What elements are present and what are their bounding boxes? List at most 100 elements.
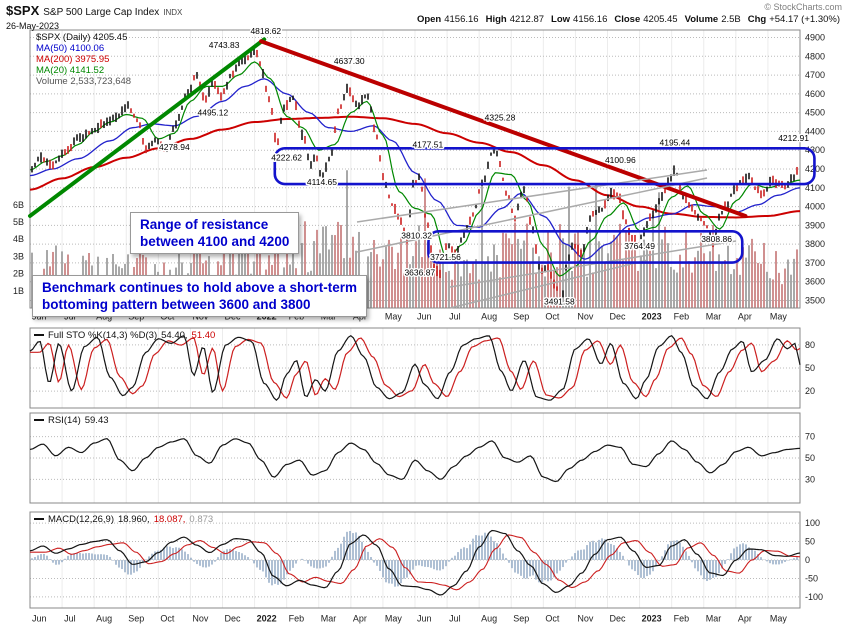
svg-text:Aug: Aug — [481, 614, 497, 624]
annotation-resistance-line2: between 4100 and 4200 — [140, 234, 290, 249]
svg-text:Jul: Jul — [449, 312, 461, 322]
svg-text:May: May — [385, 614, 403, 624]
macd-signal-value: 18.087, — [153, 514, 186, 525]
svg-text:3600: 3600 — [805, 277, 825, 287]
svg-text:50: 50 — [805, 363, 815, 373]
svg-text:Apr: Apr — [738, 312, 752, 322]
svg-text:Nov: Nov — [577, 312, 594, 322]
svg-text:2023: 2023 — [642, 614, 662, 624]
svg-text:3764.49: 3764.49 — [624, 241, 655, 251]
svg-text:Dec: Dec — [610, 312, 627, 322]
svg-text:Mar: Mar — [706, 614, 722, 624]
svg-text:4222.62: 4222.62 — [271, 152, 302, 162]
annotation-resistance: Range of resistance between 4100 and 420… — [130, 212, 300, 254]
svg-text:Jun: Jun — [417, 614, 432, 624]
svg-text:Feb: Feb — [674, 614, 690, 624]
svg-text:Dec: Dec — [225, 614, 242, 624]
quote-value: 4205.45 — [643, 14, 678, 25]
svg-text:Jul: Jul — [449, 614, 461, 624]
copyright: © StockCharts.com — [764, 2, 842, 12]
macd-legend-label: MACD(12,26,9) — [48, 514, 114, 525]
svg-text:Dec: Dec — [610, 614, 627, 624]
svg-text:3721.56: 3721.56 — [430, 252, 461, 262]
legend-ma20: MA(20) 4141.52 — [36, 65, 105, 76]
svg-text:4100: 4100 — [805, 183, 825, 193]
svg-text:4B: 4B — [13, 234, 24, 244]
svg-text:3900: 3900 — [805, 220, 825, 230]
annotation-bottoming-line2: bottoming pattern between 3600 and 3800 — [42, 297, 311, 312]
main-chart-legend: $SPX (Daily) 4205.45 MA(50) 4100.06 MA(2… — [36, 32, 131, 87]
svg-text:80: 80 — [805, 340, 815, 350]
annotation-bottoming: Benchmark continues to hold above a shor… — [32, 275, 368, 317]
rsi-value: 59.43 — [84, 415, 109, 426]
svg-text:Sep: Sep — [513, 614, 529, 624]
svg-text:20: 20 — [805, 386, 815, 396]
rsi-line-icon — [34, 419, 44, 422]
sto-k-value: 54.40, — [161, 330, 188, 341]
svg-text:Jul: Jul — [64, 614, 76, 624]
svg-text:4500: 4500 — [805, 108, 825, 118]
svg-text:4278.94: 4278.94 — [159, 142, 190, 152]
index-name: S&P 500 Large Cap Index — [43, 7, 160, 18]
svg-text:Oct: Oct — [160, 614, 175, 624]
svg-text:3810.32: 3810.32 — [401, 231, 432, 241]
annotation-bottoming-line1: Benchmark continues to hold above a shor… — [42, 280, 358, 295]
svg-text:Nov: Nov — [192, 614, 209, 624]
svg-text:2023: 2023 — [642, 312, 662, 322]
chart-date: 26-May-2023 — [6, 21, 60, 31]
quote-value: 4156.16 — [573, 14, 608, 25]
sto-line-icon — [34, 334, 44, 337]
svg-text:Mar: Mar — [706, 312, 722, 322]
svg-text:4637.30: 4637.30 — [334, 56, 365, 66]
header: $SPX S&P 500 Large Cap Index INDX 26-May-2… — [6, 2, 182, 31]
svg-text:50: 50 — [805, 453, 815, 463]
svg-text:4700: 4700 — [805, 70, 825, 80]
rsi-legend-label: RSI(14) — [48, 415, 81, 426]
svg-text:Aug: Aug — [481, 312, 497, 322]
svg-text:4600: 4600 — [805, 89, 825, 99]
macd-line-icon — [34, 518, 44, 521]
svg-text:Nov: Nov — [577, 614, 594, 624]
svg-text:1B: 1B — [13, 286, 24, 296]
svg-text:Sep: Sep — [513, 312, 529, 322]
svg-text:6B: 6B — [13, 200, 24, 210]
svg-text:4177.51: 4177.51 — [412, 140, 443, 150]
svg-text:3636.87: 3636.87 — [404, 268, 435, 278]
ohlc-quote-line: Open 4156.16 High 4212.87 Low 4156.16 Close 420… — [410, 14, 840, 25]
svg-text:May: May — [770, 614, 788, 624]
svg-text:3800: 3800 — [805, 239, 825, 249]
svg-text:3808.86: 3808.86 — [701, 234, 732, 244]
quote-label: Low — [551, 14, 571, 25]
quote-value: 2.5B — [721, 14, 741, 25]
svg-text:3500: 3500 — [805, 295, 825, 305]
quote-value: 4156.16 — [444, 14, 479, 25]
svg-text:4400: 4400 — [805, 126, 825, 136]
legend-volume: Volume 2,533,723,648 — [36, 76, 132, 87]
svg-text:Feb: Feb — [289, 614, 305, 624]
quote-label: Close — [614, 14, 641, 25]
svg-text:30: 30 — [805, 474, 815, 484]
svg-text:50: 50 — [805, 537, 815, 547]
legend-ma200: MA(200) 3975.95 — [36, 54, 110, 65]
svg-text:Oct: Oct — [545, 312, 560, 322]
svg-text:4743.83: 4743.83 — [209, 40, 240, 50]
svg-text:Apr: Apr — [738, 614, 752, 624]
svg-text:3B: 3B — [13, 251, 24, 261]
svg-text:100: 100 — [805, 518, 820, 528]
svg-text:4495.12: 4495.12 — [198, 108, 229, 118]
macd-hist-value: 0.873 — [189, 514, 214, 525]
rsi-legend: RSI(14) 59.43 — [34, 415, 113, 426]
svg-text:3700: 3700 — [805, 258, 825, 268]
svg-text:-100: -100 — [805, 592, 823, 602]
svg-text:4300: 4300 — [805, 145, 825, 155]
svg-text:2B: 2B — [13, 269, 24, 279]
legend-ma50: MA(50) 4100.06 — [36, 43, 105, 54]
svg-text:Jun: Jun — [417, 312, 432, 322]
quote-value: 4212.87 — [509, 14, 545, 25]
sto-d-value: 51.40 — [191, 330, 216, 341]
quote-label: Chg — [747, 14, 767, 25]
exchange-tag: INDX — [163, 8, 183, 17]
svg-text:4900: 4900 — [805, 33, 825, 43]
svg-text:Feb: Feb — [674, 312, 690, 322]
